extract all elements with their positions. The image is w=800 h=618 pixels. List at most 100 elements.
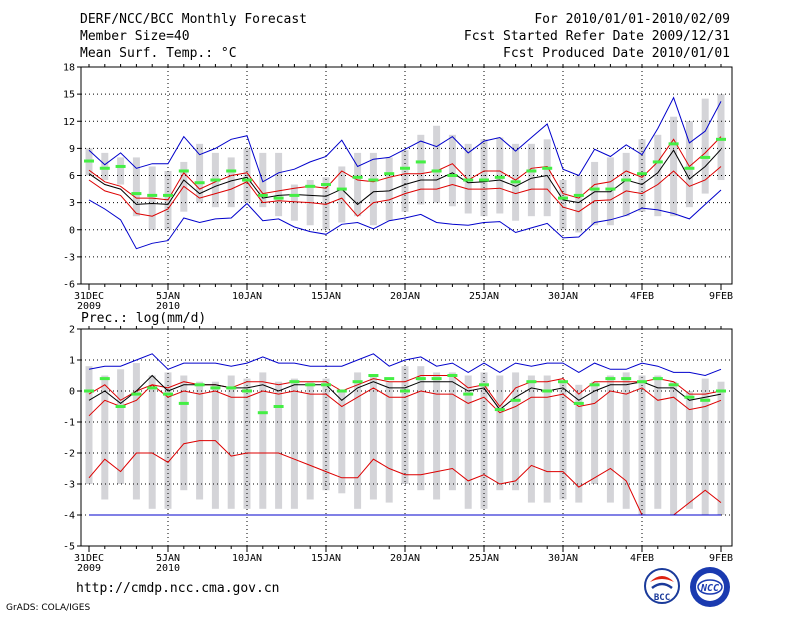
prec-series-p10: [88, 440, 722, 516]
prec-ensemble-box: [559, 381, 567, 500]
prec-ensemble-box: [101, 375, 109, 500]
temp-obs-marker: [573, 193, 584, 197]
temp-ensemble-box: [685, 121, 693, 208]
temp-obs-marker: [700, 155, 711, 159]
prec-xtick-label: 30JAN: [548, 553, 578, 564]
temp-ensemble-box: [132, 157, 140, 217]
prec-plot-frame: [80, 328, 733, 547]
temp-ensemble-box: [496, 137, 504, 214]
prec-ensemble-box: [575, 384, 583, 503]
prec-obs-marker: [573, 401, 584, 405]
temp-obs-marker: [289, 193, 300, 197]
temp-ensemble-box: [117, 157, 125, 185]
prec-obs-marker: [589, 383, 600, 387]
prec-ensemble-box: [385, 381, 393, 503]
temp-ensemble-box: [527, 143, 535, 217]
prec-obs-marker: [289, 380, 300, 384]
prec-ensemble-box: [670, 381, 678, 515]
temp-obs-marker: [305, 184, 316, 188]
temp-ensemble-box: [417, 134, 425, 205]
temp-ensemble-box: [591, 161, 599, 226]
website-url[interactable]: http://cmdp.ncc.cma.gov.cn: [76, 581, 280, 596]
temp-obs-marker: [242, 178, 252, 182]
prec-xtick-label: 5JAN: [156, 553, 180, 564]
temp-obs-marker: [194, 181, 205, 185]
temp-series-mean: [88, 148, 722, 206]
temp-xtick-label: 10JAN: [232, 291, 262, 302]
produced-date: Fcst Produced Date 2010/01/01: [503, 46, 730, 61]
temp-obs-marker: [257, 193, 268, 197]
prec-obs-marker: [147, 386, 158, 390]
prec-ensemble-box: [211, 381, 219, 509]
prec-obs-marker: [352, 380, 363, 384]
prec-obs-marker: [494, 408, 505, 412]
temp-ensemble-box: [543, 139, 551, 217]
temp-obs-marker: [84, 159, 94, 163]
temp-series-p75: [88, 136, 722, 201]
temp-series-max: [88, 96, 722, 183]
temp-obs-marker: [589, 187, 600, 191]
prec-obs-marker: [115, 405, 126, 408]
ncc-logo-icon: NCC: [690, 567, 730, 607]
prec-obs-marker: [652, 377, 663, 381]
prec-xtick-label-year: 2010: [156, 563, 180, 574]
temp-obs-marker: [178, 169, 189, 173]
prec-ensemble-box: [322, 378, 330, 491]
temp-obs-marker: [147, 193, 158, 197]
prec-obs-marker: [210, 386, 221, 390]
temp-ytick-label: 6: [69, 171, 75, 182]
prec-series-mean: [88, 374, 722, 411]
grads-credit: GrADS: COLA/IGES: [6, 603, 91, 613]
temp-ensemble-box: [701, 98, 709, 194]
prec-xtick-label: 31DEC: [74, 553, 104, 564]
temp-ensemble-box: [670, 116, 678, 217]
temp-ensemble-box: [259, 152, 267, 208]
header-left: DERF/NCC/BCC Monthly Forecast Member Size…: [80, 11, 307, 62]
prec-obs-marker: [716, 389, 726, 393]
temp-ytick-label: -3: [63, 252, 75, 263]
temp-obs-marker: [716, 137, 726, 141]
temp-ensemble-box: [448, 134, 456, 207]
temp-xtick-label-year: 2010: [156, 301, 180, 312]
temp-ensemble-box: [354, 152, 362, 217]
prec-obs-marker: [542, 389, 553, 393]
prec-obs-marker: [415, 377, 426, 381]
temp-obs-marker: [510, 180, 521, 184]
temp-obs-marker: [637, 172, 647, 176]
temp-obs-marker: [163, 193, 173, 197]
prec-obs-marker: [668, 383, 679, 387]
prec-obs-marker: [99, 377, 110, 381]
temp-ensemble-box: [101, 152, 109, 181]
temp-obs-marker: [415, 160, 426, 164]
prec-obs-marker: [621, 377, 632, 381]
prec-xtick-label: 10JAN: [232, 553, 262, 564]
temp-xtick-label: 25JAN: [469, 291, 499, 302]
logos: BCC NCC: [640, 566, 735, 615]
temp-obs-marker: [621, 178, 632, 182]
prec-ytick-label: -2: [63, 449, 75, 460]
prec-ensemble-box: [606, 375, 614, 503]
prec-obs-marker: [510, 398, 521, 402]
temp-obs-marker: [605, 187, 616, 191]
temp-ytick-label: -6: [63, 280, 75, 291]
prec-obs-marker: [684, 395, 695, 399]
temp-ensemble-box: [275, 152, 283, 217]
temp-ensemble-box: [196, 143, 204, 203]
temp-obs-marker: [463, 178, 474, 182]
prec-obs-marker: [163, 392, 173, 396]
prec-obs-marker: [131, 392, 142, 396]
prec-ensemble-box: [369, 375, 377, 500]
temp-xtick-label: 4FEB: [630, 291, 654, 302]
temp-xtick-label-year: 2009: [77, 301, 101, 312]
prec-obs-marker: [605, 377, 616, 381]
prec-ensemble-box: [354, 372, 362, 509]
prec-obs-marker: [273, 405, 284, 408]
prec-ensemble-box: [227, 375, 235, 509]
prec-obs-marker: [463, 392, 474, 396]
prec-obs-marker: [384, 377, 395, 381]
prec-obs-marker: [447, 374, 458, 377]
temp-ensemble-box: [369, 152, 377, 226]
temp-obs-marker: [321, 183, 331, 187]
prec-ytick-label: -3: [63, 480, 75, 491]
